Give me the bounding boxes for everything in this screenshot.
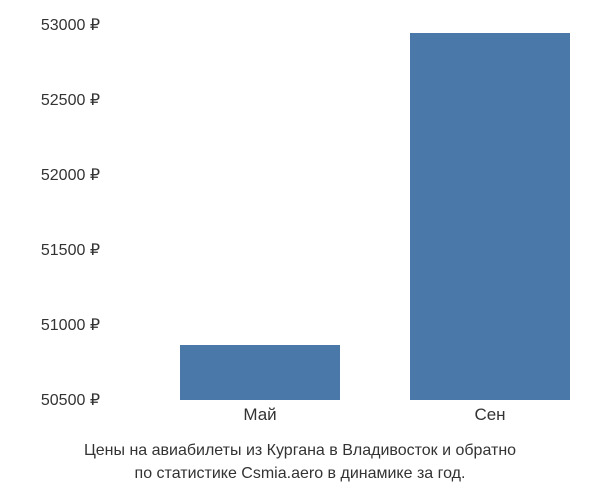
bar — [180, 345, 340, 401]
y-tick-label: 51500 ₽ — [0, 240, 100, 260]
y-tick-label: 52500 ₽ — [0, 90, 100, 110]
chart-caption: Цены на авиабилеты из Кургана в Владивос… — [0, 440, 600, 485]
caption-line-2: по статистике Csmia.aero в динамике за г… — [0, 463, 600, 485]
y-tick-label: 51000 ₽ — [0, 315, 100, 335]
caption-line-1: Цены на авиабилеты из Кургана в Владивос… — [0, 440, 600, 462]
x-tick-label: Май — [243, 405, 276, 425]
y-tick-label: 53000 ₽ — [0, 15, 100, 35]
price-chart: 50500 ₽ 51000 ₽ 51500 ₽ 52000 ₽ 52500 ₽ 53000… — [0, 10, 600, 430]
y-axis: 50500 ₽ 51000 ₽ 51500 ₽ 52000 ₽ 52500 ₽ 53000… — [0, 10, 110, 430]
x-tick-label: Сен — [474, 405, 505, 425]
y-tick-label: 52000 ₽ — [0, 165, 100, 185]
x-axis-labels: Май Сен — [110, 405, 590, 430]
bar — [410, 33, 570, 401]
y-tick-label: 50500 ₽ — [0, 390, 100, 410]
plot-area — [110, 10, 590, 400]
